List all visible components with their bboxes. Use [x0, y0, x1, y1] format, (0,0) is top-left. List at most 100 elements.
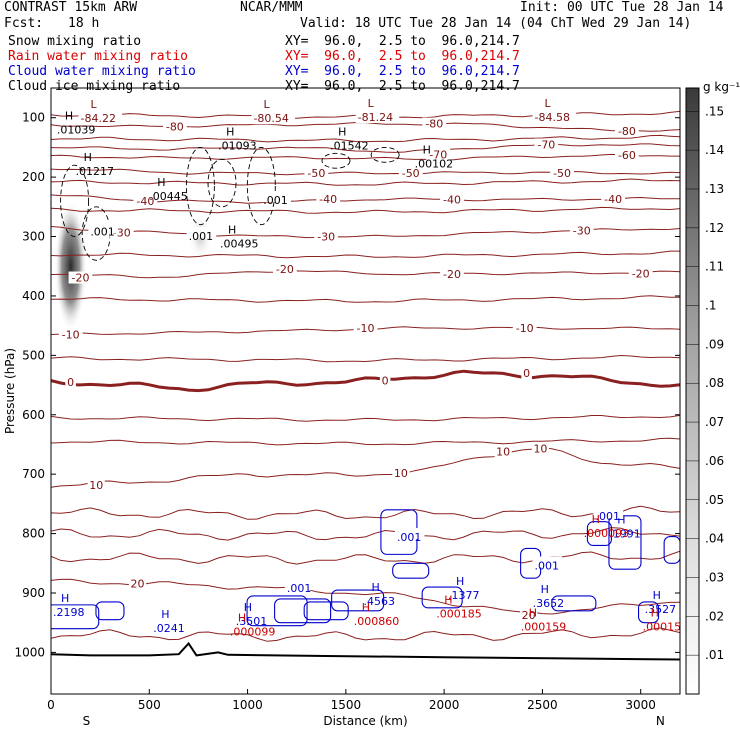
isotherm-label-bg [440, 193, 464, 206]
isotherm-label-bg [494, 445, 512, 458]
y-tick-label: 100 [22, 111, 45, 125]
isotherm-label: -20 [276, 263, 294, 276]
temperature-low-bg [251, 112, 296, 125]
cloud-water-contour [51, 604, 100, 630]
isotherm-label-bg [531, 442, 550, 455]
isotherm-line [51, 414, 680, 422]
plot-frame [50, 87, 681, 695]
isotherm-label-bg [379, 374, 391, 387]
rain-value: .000860 [354, 615, 400, 628]
isotherm-label-bg [133, 194, 158, 207]
isotherm-label: -10 [62, 329, 80, 342]
isotherm-label: -50 [402, 167, 420, 180]
isotherm-line [51, 295, 680, 303]
cloud-water-value: .001 [287, 582, 312, 595]
y-tick-label: 300 [22, 230, 45, 244]
cloud-water-value: .1991 [609, 527, 641, 540]
snow-contour [370, 146, 400, 163]
field-label-cloud-water: Cloud water mixing ratio [8, 64, 196, 79]
isotherm-label-bg [316, 193, 341, 206]
colorbar-tick-label: .05 [705, 493, 724, 507]
rain-value: .00015 [643, 621, 682, 634]
cloud-water-contour [551, 595, 597, 612]
snow-high-marker: H [84, 151, 92, 164]
colorbar-tick-label: .04 [705, 532, 724, 546]
cloud-water-contour [663, 536, 680, 564]
cloud-water-value: .001 [595, 510, 620, 523]
snow-contour [60, 164, 90, 237]
isotherm-label: -70 [429, 149, 447, 162]
x-tick-label: 3000 [625, 698, 656, 712]
x-tick-label: 1000 [232, 698, 263, 712]
snow-high-marker: H [65, 109, 73, 122]
cloud-water-high-marker: H [161, 608, 169, 621]
isotherm-label: -40 [319, 193, 337, 206]
snow-contour [185, 146, 215, 226]
colorbar-tick-label: .13 [705, 182, 724, 196]
colorbar-tick-label: .11 [705, 260, 724, 274]
field-xy-snow: XY= 96.0, 2.5 to 96.0,214.7 [285, 34, 520, 49]
cloud-water-value: .3501 [236, 615, 267, 628]
moisture-contours [51, 146, 680, 661]
temperature-low-bg [78, 112, 123, 125]
isotherm-label-bg [601, 193, 626, 206]
colorbar-tick-label: .02 [705, 609, 724, 623]
colorbar-tick-label: .03 [705, 570, 724, 584]
cloud-water-label-bg [394, 527, 425, 539]
isotherm-line [51, 134, 680, 143]
cloud-water-contour [246, 595, 308, 627]
snow-shading [54, 200, 213, 332]
rain-high-marker: H [444, 594, 452, 607]
isotherm-line [51, 550, 680, 565]
isotherm-line [51, 437, 680, 446]
field-xy-cloud-ice: XY= 96.0, 2.5 to 96.0,214.7 [285, 79, 520, 94]
isotherm-label: 20 [130, 577, 144, 590]
temperature-low-marker: L [263, 98, 270, 111]
colorbar-tick-label: .06 [705, 454, 724, 468]
colorbar-gradient [685, 87, 700, 695]
isotherm-line [51, 168, 680, 176]
y-tick-label: 700 [22, 467, 45, 481]
isotherm-label: -60 [618, 149, 636, 162]
cloud-water-contour [608, 515, 642, 570]
isotherm-label: -50 [553, 167, 571, 180]
temperature-low-value: -81.24 [358, 111, 393, 124]
isotherm-label-bg [628, 267, 653, 280]
isotherm-label: -80 [618, 125, 636, 138]
isotherm-label-bg [534, 138, 559, 151]
forecast-hour: 18 h [68, 16, 100, 31]
isotherm-label-bg [87, 478, 105, 491]
organization: NCAR/MMM [240, 0, 303, 15]
isotherm-label-bg [550, 166, 574, 179]
snow-label-bg [88, 222, 118, 234]
temperature-low-marker: L [90, 98, 97, 111]
colorbar-tick-label: .08 [705, 376, 724, 390]
cloud-water-high-marker: H [372, 581, 380, 594]
snow-contour [207, 158, 237, 208]
isotherm-label: -80 [425, 118, 443, 131]
cloud-water-high-marker: H [617, 513, 625, 526]
isotherm-label-bg [615, 124, 639, 137]
cloud-water-label-bg [284, 579, 315, 591]
colorbar-tick-label: .12 [705, 221, 724, 235]
colorbar-tick-label: .1 [705, 299, 716, 313]
colorbar-tick-label: .01 [705, 648, 724, 662]
terrain-surface [51, 641, 680, 661]
isotherm-label: 10 [394, 467, 408, 480]
isotherm-line [51, 250, 680, 259]
isotherm-label: 10 [89, 479, 103, 492]
snow-high-marker: H [226, 125, 234, 138]
cloud-water-contour [586, 521, 612, 547]
isotherm-label: -20 [443, 268, 461, 281]
isotherm-label-bg [521, 367, 532, 380]
x-axis-label: Distance (km) [323, 714, 407, 728]
snow-value: .001 [263, 194, 288, 207]
isotherm-label-bg [128, 577, 147, 590]
isotherm-label: -50 [307, 167, 325, 180]
y-axis-label: Pressure (hPa) [3, 348, 17, 434]
snow-value: .001 [189, 230, 214, 243]
snow-value: .01217 [76, 165, 115, 178]
cloud-water-label-bg [532, 556, 563, 568]
snow-high-marker: H [338, 125, 346, 138]
snow-label-bg [186, 226, 217, 238]
